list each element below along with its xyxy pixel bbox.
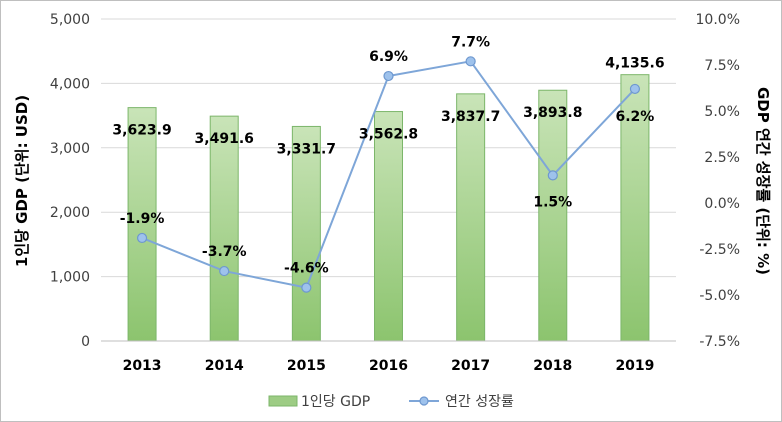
left-axis-title: 1인당 GDP (단위: USD) bbox=[13, 95, 31, 267]
x-tick-label: 2013 bbox=[123, 358, 162, 374]
line-point bbox=[383, 70, 394, 82]
left-tick-label: 5,000 bbox=[50, 12, 90, 28]
x-tick-label: 2017 bbox=[451, 358, 490, 374]
line-data-label: -1.9% bbox=[120, 211, 165, 227]
line-point bbox=[629, 83, 641, 95]
bar bbox=[456, 93, 486, 342]
line-data-label: 7.7% bbox=[451, 34, 490, 50]
bar-data-label: 3,562.8 bbox=[359, 127, 418, 143]
x-tick-label: 2018 bbox=[533, 358, 572, 374]
bar-data-label: 3,623.9 bbox=[112, 123, 171, 139]
bar-data-label: 3,893.8 bbox=[523, 105, 582, 121]
legend-bar-swatch bbox=[268, 395, 298, 407]
legend: 1인당 GDP 연간 성장률 bbox=[268, 394, 514, 410]
line-data-label: 6.2% bbox=[616, 109, 655, 125]
legend-line-marker bbox=[419, 396, 429, 406]
right-tick-label: 2.5% bbox=[704, 150, 740, 166]
x-tick-label: 2016 bbox=[369, 358, 408, 374]
bar-series bbox=[127, 74, 650, 342]
line-point bbox=[219, 265, 230, 277]
bar bbox=[620, 74, 650, 342]
line-point bbox=[465, 56, 476, 67]
bar bbox=[538, 89, 568, 342]
data-labels: 3,623.9 3,491.6 3,331.7 3,562.8 3,837.7 3,893… bbox=[112, 34, 664, 276]
axes: 5,000 4,000 3,000 2,000 1,000 0 10.0% 7.5% 5.0% 2… bbox=[50, 12, 740, 374]
right-tick-label: 0.0% bbox=[704, 196, 740, 212]
line-data-label: -3.7% bbox=[202, 244, 247, 260]
bar-data-label: 3,491.6 bbox=[195, 131, 254, 147]
right-tick-label: 5.0% bbox=[704, 104, 740, 120]
bar bbox=[291, 125, 321, 342]
left-tick-label: 3,000 bbox=[50, 141, 90, 157]
bar-data-label: 3,837.7 bbox=[441, 109, 500, 125]
right-tick-label: 7.5% bbox=[704, 58, 740, 74]
bar bbox=[127, 107, 157, 342]
right-tick-label: -7.5% bbox=[699, 334, 740, 350]
bar-data-label: 4,135.6 bbox=[605, 56, 664, 72]
line-point bbox=[301, 282, 312, 293]
right-axis-title: GDP 연간 성장률 (단위: %) bbox=[754, 87, 772, 275]
x-tick-label: 2014 bbox=[205, 358, 244, 374]
left-tick-label: 2,000 bbox=[50, 205, 90, 221]
line-point bbox=[136, 232, 148, 244]
line-series bbox=[136, 56, 641, 293]
left-tick-label: 4,000 bbox=[50, 76, 90, 92]
legend-bar-label: 1인당 GDP bbox=[301, 394, 370, 410]
bar bbox=[374, 111, 403, 342]
x-tick-label: 2015 bbox=[287, 358, 326, 374]
x-tick-label: 2019 bbox=[615, 358, 654, 374]
legend-line-label: 연간 성장률 bbox=[445, 394, 514, 410]
right-tick-label: -2.5% bbox=[699, 242, 740, 258]
left-tick-label: 1,000 bbox=[50, 270, 90, 286]
line-data-label: 1.5% bbox=[533, 194, 572, 210]
line-data-label: -4.6% bbox=[284, 261, 329, 277]
line-point bbox=[547, 170, 558, 181]
left-tick-label: 0 bbox=[81, 334, 90, 350]
line-data-label: 6.9% bbox=[369, 49, 408, 65]
bar bbox=[209, 115, 239, 342]
right-tick-label: 10.0% bbox=[696, 12, 740, 28]
right-tick-label: -5.0% bbox=[699, 288, 740, 304]
bar-data-label: 3,331.7 bbox=[277, 141, 336, 157]
